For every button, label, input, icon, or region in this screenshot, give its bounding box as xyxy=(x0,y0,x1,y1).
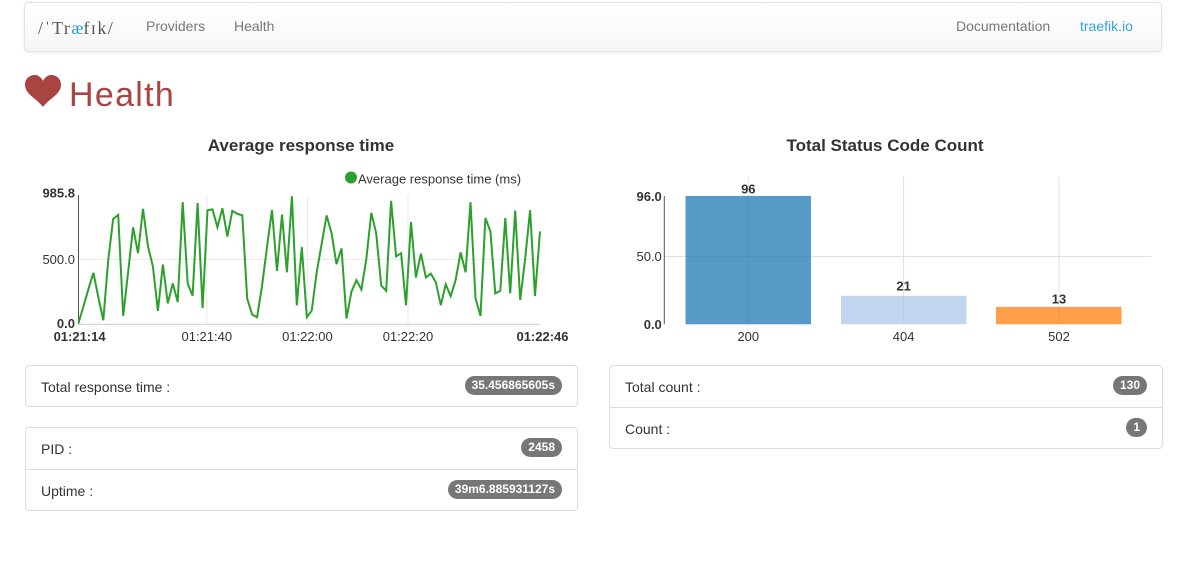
svg-text:985.8: 985.8 xyxy=(42,186,75,201)
svg-text:01:21:14: 01:21:14 xyxy=(54,329,107,344)
svg-text:50.0: 50.0 xyxy=(636,249,661,264)
svg-text:Total Status Code Count: Total Status Code Count xyxy=(786,136,983,155)
svg-text:13: 13 xyxy=(1052,291,1066,306)
svg-text:Average response time: Average response time xyxy=(208,136,394,155)
svg-text:404: 404 xyxy=(893,329,915,344)
svg-text:01:22:00: 01:22:00 xyxy=(282,329,333,344)
svg-text:96.0: 96.0 xyxy=(636,189,661,204)
svg-text:Average response time (ms): Average response time (ms) xyxy=(358,172,521,187)
svg-text:01:22:20: 01:22:20 xyxy=(383,329,434,344)
svg-text:01:21:40: 01:21:40 xyxy=(181,329,232,344)
svg-text:01:22:46: 01:22:46 xyxy=(516,329,568,344)
svg-text:200: 200 xyxy=(737,329,759,344)
svg-text:96: 96 xyxy=(741,182,755,197)
svg-text:0.0: 0.0 xyxy=(57,316,75,331)
svg-text:0.0: 0.0 xyxy=(644,317,662,332)
svg-text:500.0: 500.0 xyxy=(42,252,75,267)
svg-text:21: 21 xyxy=(896,279,910,294)
svg-text:502: 502 xyxy=(1048,329,1070,344)
